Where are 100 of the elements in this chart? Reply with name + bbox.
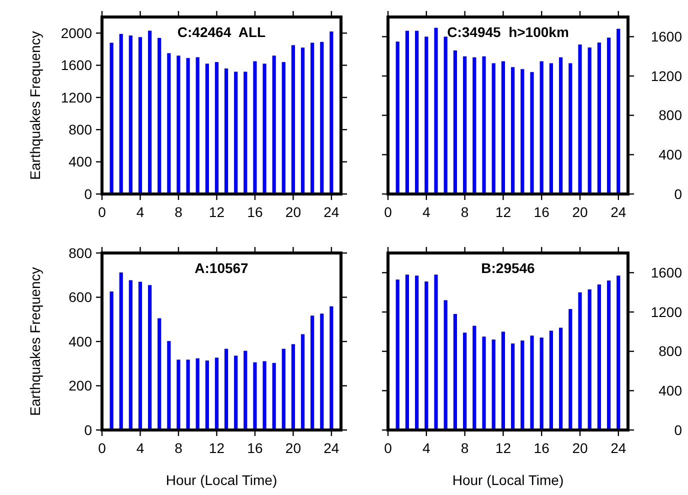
x-tick-label: 8 <box>174 204 183 220</box>
bar <box>492 340 496 430</box>
x-tick-label: 12 <box>495 204 512 220</box>
bar <box>253 362 257 430</box>
bar <box>244 72 248 194</box>
bar <box>588 289 592 430</box>
y-tick-label: 0 <box>674 186 682 202</box>
y-tick-label: 1200 <box>650 304 682 320</box>
bar <box>330 31 334 194</box>
x-tick-label: 20 <box>572 440 588 456</box>
bar <box>453 50 457 194</box>
bar <box>214 358 219 430</box>
y-tick-label: 800 <box>68 122 92 138</box>
x-axis-title: Hour (Local Time) <box>452 472 564 488</box>
bar <box>320 314 324 430</box>
x-tick-label: 0 <box>98 440 106 456</box>
bar <box>291 344 295 430</box>
bar <box>444 300 448 430</box>
x-tick-label: 24 <box>324 440 340 456</box>
bar <box>110 291 114 430</box>
y-axis-title: Earthquakes Frequency <box>27 267 43 416</box>
bar <box>559 57 563 194</box>
y-tick-label: 200 <box>68 378 92 394</box>
bar <box>196 358 200 430</box>
y-tick-label: 0 <box>84 186 92 202</box>
bar <box>568 309 572 430</box>
bar <box>434 28 438 194</box>
bar <box>578 44 582 194</box>
x-tick-label: 4 <box>136 440 144 456</box>
x-tick-label: 12 <box>208 440 225 456</box>
bar <box>453 314 457 430</box>
bar <box>119 272 123 430</box>
x-tick-label: 12 <box>495 440 512 456</box>
bar <box>176 56 180 194</box>
x-tick-label: 24 <box>324 204 340 220</box>
bar <box>300 48 305 194</box>
bar <box>463 56 467 194</box>
bar <box>607 280 611 430</box>
bar <box>559 328 563 430</box>
bar <box>262 64 266 194</box>
bar <box>396 280 400 430</box>
bar <box>282 62 286 194</box>
x-tick-label: 20 <box>285 440 302 456</box>
x-axis-title: Hour (Local Time) <box>166 472 278 488</box>
bar <box>463 332 467 430</box>
bar <box>424 282 428 430</box>
bar <box>415 276 419 430</box>
bar <box>196 57 200 194</box>
y-tick-label: 400 <box>658 382 682 399</box>
x-tick-label: 4 <box>422 440 430 456</box>
y-tick-label: 400 <box>658 146 682 163</box>
x-tick-label: 0 <box>384 440 392 456</box>
y-tick-label: 2000 <box>60 24 92 41</box>
bar <box>167 341 171 430</box>
bar <box>300 334 305 430</box>
y-tick-label: 1200 <box>60 89 92 106</box>
bar <box>492 63 496 194</box>
bar <box>138 37 142 194</box>
bar <box>320 42 324 194</box>
bar <box>501 332 505 430</box>
x-tick-label: 8 <box>460 204 469 220</box>
text: C:42464 ALL <box>177 24 266 40</box>
bar <box>224 68 228 194</box>
x-tick-label: 16 <box>247 440 263 456</box>
bar <box>520 69 524 194</box>
y-tick-label: 1600 <box>650 264 682 281</box>
bar <box>214 62 219 194</box>
bar <box>244 350 248 430</box>
bar <box>405 30 409 194</box>
x-tick-label: 12 <box>208 204 225 220</box>
bar <box>176 360 180 430</box>
bar <box>511 343 515 430</box>
bar <box>186 360 190 430</box>
bar <box>253 61 257 194</box>
bar <box>138 282 142 430</box>
bar <box>597 42 601 194</box>
bar <box>472 326 476 430</box>
bar <box>186 58 190 194</box>
bar <box>511 67 515 194</box>
bar <box>540 338 544 430</box>
bar <box>128 36 132 194</box>
x-tick-label: 16 <box>534 440 550 456</box>
bar <box>205 64 209 194</box>
y-tick-label: 400 <box>68 333 92 350</box>
bar <box>282 348 286 430</box>
bar <box>424 36 428 194</box>
y-tick-label: 800 <box>68 244 92 261</box>
bar <box>568 63 572 194</box>
x-tick-label: 4 <box>136 204 144 220</box>
bar <box>205 360 209 430</box>
y-tick-label: 400 <box>68 154 92 170</box>
text: B:29546 <box>481 260 536 276</box>
y-tick-label: 1600 <box>650 28 682 45</box>
bar <box>549 330 553 430</box>
bar <box>578 292 582 430</box>
y-tick-label: 1200 <box>650 68 682 84</box>
bar <box>330 306 334 430</box>
y-tick-label: 1600 <box>60 57 92 74</box>
bar <box>158 38 162 194</box>
x-tick-label: 0 <box>98 204 106 220</box>
